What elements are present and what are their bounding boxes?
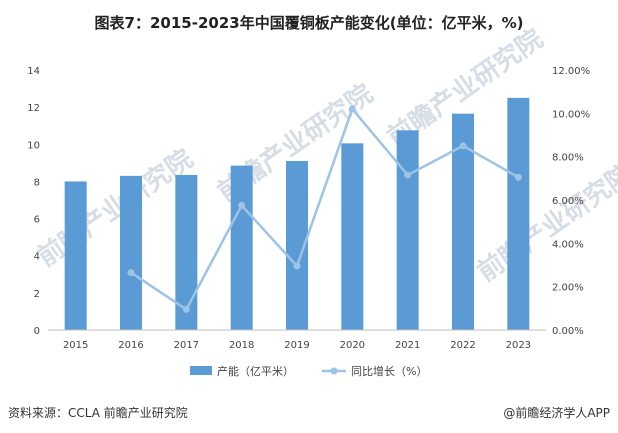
x-tick-label: 2022: [450, 340, 475, 351]
y-right-tick-label: 8.00%: [552, 153, 584, 164]
legend-bar-label: 产能（亿平米）: [217, 364, 294, 378]
watermark-text: 前瞻产业研究院: [32, 143, 199, 273]
legend-line-marker: [330, 367, 338, 375]
chart-title: 图表7：2015-2023年中国覆铜板产能变化(单位：亿平米，%): [94, 14, 524, 32]
x-tick-label: 2015: [63, 340, 88, 351]
credit-note: @前瞻经济学人APP: [503, 406, 610, 420]
y-right-tick-label: 0.00%: [552, 326, 584, 337]
x-tick-label: 2019: [284, 340, 309, 351]
bar: [452, 113, 474, 331]
bar: [175, 174, 198, 330]
y-left-tick-label: 12: [27, 103, 40, 114]
bar: [507, 97, 530, 330]
y-right-tick-label: 6.00%: [552, 196, 584, 207]
x-tick-label: 2018: [229, 340, 254, 351]
x-tick-label: 2020: [340, 340, 365, 351]
growth-point: [293, 262, 301, 270]
bar: [286, 161, 308, 330]
y-left-tick-label: 14: [27, 66, 40, 77]
growth-point: [127, 269, 135, 277]
y-right-tick-label: 4.00%: [552, 239, 584, 250]
bar: [396, 130, 419, 330]
x-tick-label: 2021: [395, 340, 420, 351]
y-left-tick-label: 4: [34, 252, 40, 263]
growth-point: [514, 173, 522, 181]
y-left-tick-label: 2: [34, 289, 40, 300]
x-tick-label: 2017: [174, 340, 199, 351]
y-right-tick-label: 2.00%: [552, 283, 584, 294]
x-tick-label: 2016: [118, 340, 143, 351]
growth-point: [182, 305, 190, 313]
y-left-tick-label: 10: [27, 140, 40, 151]
y-axis-right: 0.00% 2.00% 4.00% 6.00% 8.00% 10.00% 12.00%: [552, 66, 590, 337]
bar: [230, 165, 253, 330]
x-axis: 2015 2016 2017 2018 2019 2020 2021 2022 2023: [48, 329, 546, 351]
legend-line-label: 同比增长（%）: [351, 364, 427, 378]
x-tick-label: 2023: [506, 340, 531, 351]
growth-line: [130, 106, 519, 312]
line-series: [127, 105, 522, 313]
growth-point: [348, 105, 356, 113]
growth-point: [404, 171, 412, 179]
growth-point: [238, 201, 246, 209]
y-left-tick-label: 8: [34, 177, 40, 188]
source-note: 资料来源：CCLA 前瞻产业研究院: [8, 406, 188, 420]
y-left-tick-label: 0: [34, 326, 40, 337]
y-left-tick-label: 6: [34, 215, 40, 226]
y-right-tick-label: 12.00%: [552, 66, 590, 77]
legend: 产能（亿平米） 同比增长（%）: [190, 364, 427, 378]
bar: [341, 143, 364, 330]
legend-bar-swatch: [190, 366, 212, 375]
y-right-tick-label: 10.00%: [552, 109, 590, 120]
bar-series: [64, 97, 530, 331]
bar: [64, 181, 87, 330]
y-axis-left: 0 2 4 6 8 10 12 14: [27, 66, 40, 337]
bar: [120, 175, 142, 330]
growth-point: [459, 142, 467, 150]
watermark-text: 前瞻产业研究院: [472, 158, 618, 288]
